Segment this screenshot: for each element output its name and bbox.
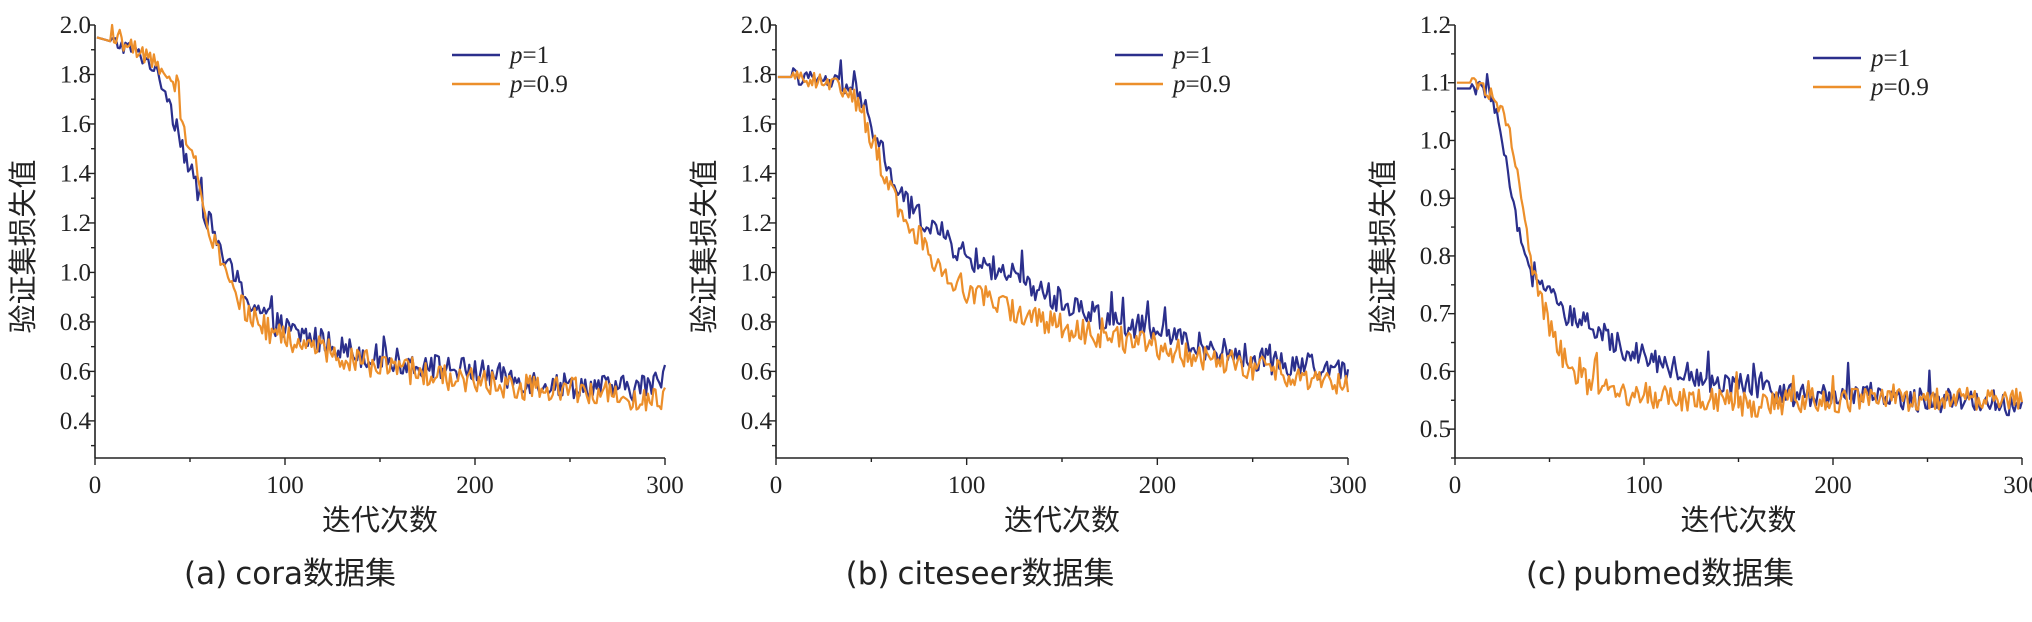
chart-panel-a: 0.4 0.6 0.8 1.0 1.2 1.4 1.6 1.8 2.0 0 100 200 300 迭代次…	[6, 12, 684, 537]
legend-label: p=1	[1869, 45, 1910, 72]
y-tick-label: 1.8	[60, 61, 91, 88]
y-tick-label: 0.4	[741, 408, 773, 435]
series-line-p-1	[1456, 73, 2024, 417]
y-tick-label: 1.2	[741, 210, 772, 237]
y-tick-label: 1.4	[60, 160, 92, 187]
x-tick-label: 0	[1449, 472, 1462, 499]
y-tick-label: 2.0	[741, 12, 772, 39]
x-tick-label: 200	[1814, 472, 1852, 499]
y-tick-label: 0.4	[60, 408, 92, 435]
x-tick-label: 100	[266, 472, 304, 499]
y-axis-label: 验证集损失值	[1366, 159, 1400, 333]
y-tick-label: 0.6	[741, 358, 772, 385]
y-tick-label: 1.0	[1420, 127, 1451, 154]
y-tick-label: 1.4	[741, 160, 773, 187]
y-tick-label: 0.5	[1420, 416, 1451, 443]
y-axis-label: 验证集损失值	[687, 159, 721, 333]
y-tick-label: 1.6	[741, 111, 772, 138]
x-axis-label: 迭代次数	[1004, 503, 1120, 537]
x-tick-label: 100	[1625, 472, 1663, 499]
y-tick-label: 1.2	[60, 210, 91, 237]
legend-label: p=1	[1171, 42, 1212, 69]
y-tick-label: 0.6	[60, 358, 91, 385]
caption-c: (c) pubmed数据集	[1526, 556, 1794, 592]
y-tick-label: 0.8	[741, 309, 772, 336]
y-tick-label: 0.6	[1420, 358, 1451, 385]
chart-panel-c: 0.5 0.6 0.7 0.8 0.9 1.0 1.1 1.2 0 100 200 300 迭代次数 验证…	[1366, 12, 2032, 537]
x-tick-label: 200	[1139, 472, 1177, 499]
series-line-p-0-9	[777, 70, 1350, 395]
legend-label: p=0.9	[1869, 74, 1929, 101]
y-tick-label: 0.7	[1420, 301, 1451, 328]
y-tick-label: 1.1	[1420, 70, 1451, 97]
y-tick-label: 0.9	[1420, 185, 1451, 212]
y-tick-label: 0.8	[1420, 243, 1451, 270]
x-axis-label: 迭代次数	[322, 503, 438, 537]
y-tick-label: 2.0	[60, 12, 91, 39]
y-tick-label: 1.6	[60, 111, 91, 138]
x-tick-label: 300	[2003, 472, 2032, 499]
series-line-p-1	[777, 59, 1350, 383]
x-tick-label: 200	[456, 472, 494, 499]
legend-label: p=1	[508, 42, 549, 69]
x-tick-label: 300	[646, 472, 684, 499]
caption-b: (b) citeseer数据集	[846, 556, 1115, 592]
legend-label: p=0.9	[1171, 71, 1231, 98]
y-tick-label: 1.0	[60, 259, 91, 286]
legend-label: p=0.9	[508, 71, 568, 98]
series-line-p-0-9	[1456, 77, 2024, 418]
x-tick-label: 300	[1329, 472, 1367, 499]
y-tick-label: 1.8	[741, 61, 772, 88]
x-tick-label: 0	[770, 472, 783, 499]
x-axis-label: 迭代次数	[1680, 503, 1796, 537]
y-tick-label: 1.0	[741, 259, 772, 286]
series-line-p-1	[96, 36, 667, 402]
x-tick-label: 100	[948, 472, 986, 499]
y-tick-label: 0.8	[60, 309, 91, 336]
x-tick-label: 0	[89, 472, 102, 499]
y-tick-label: 1.2	[1420, 12, 1451, 39]
caption-a: (a) cora数据集	[184, 556, 396, 592]
chart-panel-b: 0.4 0.6 0.8 1.0 1.2 1.4 1.6 1.8 2.0 0 100 200 300 迭代次…	[687, 12, 1367, 537]
y-axis-label: 验证集损失值	[6, 159, 40, 333]
series-line-p-0-9	[96, 23, 666, 412]
